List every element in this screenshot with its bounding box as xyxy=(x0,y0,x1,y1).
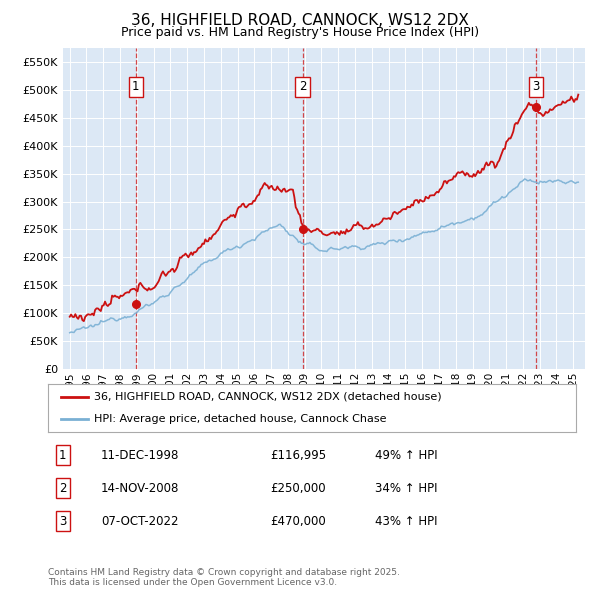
Text: 36, HIGHFIELD ROAD, CANNOCK, WS12 2DX (detached house): 36, HIGHFIELD ROAD, CANNOCK, WS12 2DX (d… xyxy=(94,392,442,402)
Text: 49% ↑ HPI: 49% ↑ HPI xyxy=(376,448,438,462)
Text: 2: 2 xyxy=(299,80,306,93)
Text: 43% ↑ HPI: 43% ↑ HPI xyxy=(376,514,438,528)
Text: 11-DEC-1998: 11-DEC-1998 xyxy=(101,448,179,462)
Text: £250,000: £250,000 xyxy=(270,481,325,495)
Text: 36, HIGHFIELD ROAD, CANNOCK, WS12 2DX: 36, HIGHFIELD ROAD, CANNOCK, WS12 2DX xyxy=(131,13,469,28)
Text: 07-OCT-2022: 07-OCT-2022 xyxy=(101,514,178,528)
Text: £470,000: £470,000 xyxy=(270,514,326,528)
Text: Price paid vs. HM Land Registry's House Price Index (HPI): Price paid vs. HM Land Registry's House … xyxy=(121,26,479,39)
Text: 3: 3 xyxy=(532,80,539,93)
Text: Contains HM Land Registry data © Crown copyright and database right 2025.
This d: Contains HM Land Registry data © Crown c… xyxy=(48,568,400,587)
Text: HPI: Average price, detached house, Cannock Chase: HPI: Average price, detached house, Cann… xyxy=(94,414,387,424)
Text: 1: 1 xyxy=(59,448,67,462)
Text: 3: 3 xyxy=(59,514,67,528)
Text: £116,995: £116,995 xyxy=(270,448,326,462)
Text: 1: 1 xyxy=(132,80,140,93)
Text: 34% ↑ HPI: 34% ↑ HPI xyxy=(376,481,438,495)
Text: 2: 2 xyxy=(59,481,67,495)
Text: 14-NOV-2008: 14-NOV-2008 xyxy=(101,481,179,495)
